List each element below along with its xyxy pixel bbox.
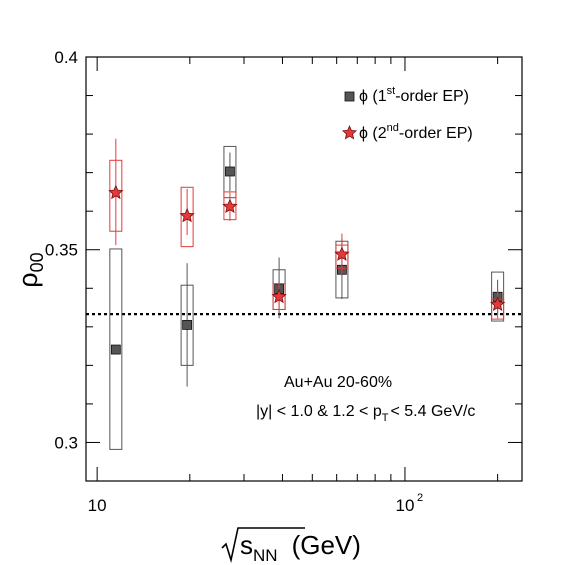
plot-frame bbox=[85, 56, 523, 482]
annotation-line2: |y| < 1.0 & 1.2 < pT < 5.4 GeV/c bbox=[256, 403, 475, 424]
legend-marker-star bbox=[341, 124, 358, 140]
x-tick-exponent: 2 bbox=[417, 492, 423, 504]
legend-marker-square bbox=[344, 91, 355, 102]
sys-uncertainty-box bbox=[109, 248, 123, 450]
data-point-star bbox=[490, 296, 506, 311]
axis-ticks: 0.30.350.410 10 2 bbox=[45, 48, 522, 515]
series-2 bbox=[108, 138, 506, 320]
data-point-star bbox=[179, 207, 195, 223]
legend-star-shape bbox=[341, 124, 358, 140]
data-point-star bbox=[222, 198, 238, 214]
y-tick-label: 0.35 bbox=[45, 241, 78, 260]
x-axis-label-text: sNN (GeV) bbox=[240, 530, 361, 565]
legend-entry-2: ϕ (2nd-order EP) bbox=[359, 122, 473, 142]
y-tick-label: 0.4 bbox=[54, 48, 78, 67]
x-tick-label: 10 bbox=[88, 496, 107, 515]
data-point-square bbox=[225, 166, 235, 177]
sys-uncertainty-box bbox=[180, 186, 194, 248]
y-tick-label: 0.3 bbox=[54, 433, 78, 452]
x-axis-label: sNN (GeV) bbox=[221, 527, 361, 565]
x-tick-label: 10 bbox=[396, 496, 415, 515]
sys-uncertainty-box bbox=[491, 271, 505, 322]
legend: ϕ (1st-order EP) ϕ (2nd-order EP) bbox=[341, 85, 473, 142]
data-point-star bbox=[334, 246, 350, 261]
annotation: Au+Au 20-60% |y| < 1.0 & 1.2 < pT < 5.4 G… bbox=[256, 374, 475, 424]
y-axis-label: ρ00 bbox=[13, 252, 47, 287]
data-point-star bbox=[271, 288, 287, 304]
annotation-line1: Au+Au 20-60% bbox=[284, 374, 392, 391]
data-point-star bbox=[108, 184, 124, 200]
data-point-square bbox=[182, 319, 193, 330]
data-point-square bbox=[110, 344, 121, 355]
data-layer bbox=[108, 138, 506, 450]
sqrt-symbol bbox=[221, 527, 305, 564]
legend-entry-1: ϕ (1st-order EP) bbox=[359, 85, 469, 105]
